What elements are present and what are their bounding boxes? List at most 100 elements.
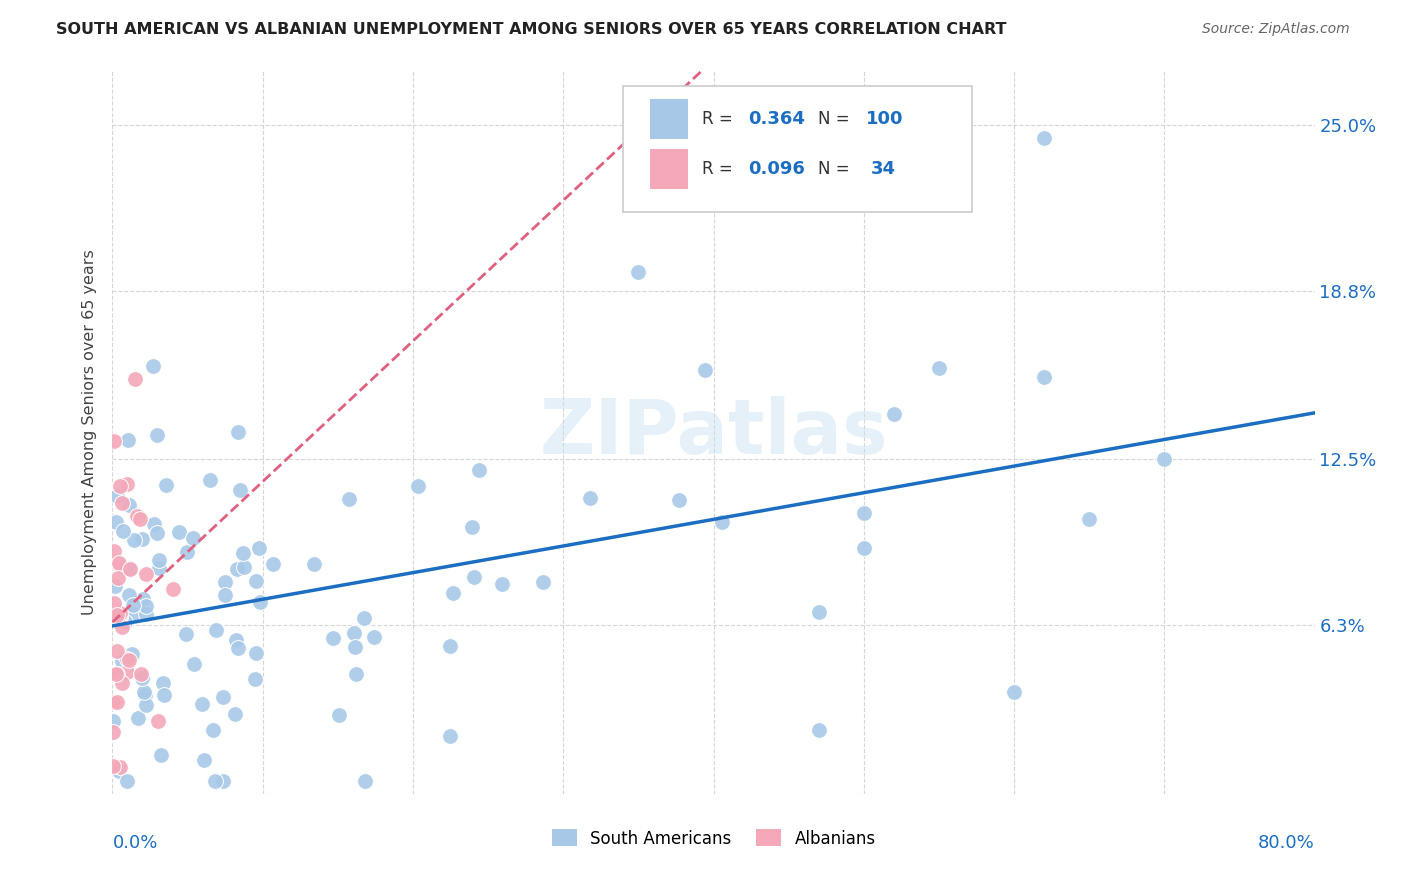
- Point: [105, 515, 128, 529]
- Text: SOUTH AMERICAN VS ALBANIAN UNEMPLOYMENT AMONG SENIORS OVER 65 YEARS CORRELATION : SOUTH AMERICAN VS ALBANIAN UNEMPLOYMENT …: [56, 22, 1007, 37]
- Point: [343, 640, 366, 655]
- Point: [146, 714, 169, 729]
- Point: [108, 609, 131, 624]
- Point: [337, 492, 360, 507]
- Point: [117, 477, 139, 491]
- Point: [115, 773, 138, 788]
- Point: [363, 630, 385, 644]
- Point: [181, 531, 204, 545]
- Point: [193, 753, 215, 767]
- Point: [105, 695, 128, 709]
- Point: [226, 425, 249, 439]
- Point: [204, 623, 226, 637]
- Point: [463, 570, 485, 584]
- Point: [214, 588, 236, 602]
- Point: [103, 543, 125, 558]
- Point: [579, 491, 602, 506]
- Point: [328, 707, 350, 722]
- Y-axis label: Unemployment Among Seniors over 65 years: Unemployment Among Seniors over 65 years: [82, 250, 97, 615]
- Point: [354, 773, 377, 788]
- Point: [107, 571, 129, 585]
- Point: [127, 509, 149, 524]
- Point: [439, 729, 461, 743]
- Point: [304, 558, 326, 572]
- Point: [243, 672, 266, 686]
- Point: [108, 610, 131, 624]
- Text: R =: R =: [702, 110, 738, 128]
- Point: [204, 773, 226, 788]
- Point: [122, 607, 145, 621]
- Point: [135, 599, 157, 613]
- Point: [134, 688, 156, 702]
- Point: [212, 773, 235, 788]
- Text: N =: N =: [818, 161, 855, 178]
- Point: [120, 562, 142, 576]
- Point: [124, 372, 146, 386]
- Point: [1033, 370, 1056, 384]
- Point: [710, 515, 733, 529]
- Point: [441, 586, 464, 600]
- Point: [111, 524, 134, 538]
- Point: [121, 648, 143, 662]
- Point: [101, 714, 124, 728]
- Point: [224, 706, 246, 721]
- Point: [245, 574, 267, 588]
- Point: [122, 598, 145, 612]
- Point: [115, 652, 138, 666]
- Point: [148, 561, 170, 575]
- Point: [146, 525, 169, 540]
- Point: [1002, 685, 1025, 699]
- Point: [107, 558, 129, 572]
- Point: [249, 595, 271, 609]
- Point: [132, 685, 155, 699]
- Point: [108, 479, 131, 493]
- Point: [105, 644, 128, 658]
- Point: [225, 632, 247, 647]
- Point: [226, 641, 249, 656]
- Point: [114, 615, 136, 630]
- Point: [104, 578, 127, 592]
- Point: [108, 557, 131, 571]
- Point: [807, 605, 830, 619]
- Point: [1033, 131, 1056, 145]
- Point: [117, 665, 139, 679]
- Point: [135, 567, 157, 582]
- Text: 34: 34: [872, 161, 896, 178]
- Point: [105, 667, 128, 681]
- Text: Source: ZipAtlas.com: Source: ZipAtlas.com: [1202, 22, 1350, 37]
- Point: [131, 671, 153, 685]
- Point: [103, 725, 125, 739]
- Point: [103, 695, 125, 709]
- Point: [101, 758, 124, 772]
- Point: [129, 667, 152, 681]
- Text: 0.364: 0.364: [748, 110, 806, 128]
- FancyBboxPatch shape: [623, 86, 972, 212]
- Point: [152, 676, 174, 690]
- Point: [174, 627, 197, 641]
- Point: [162, 582, 184, 596]
- Point: [111, 496, 134, 510]
- Bar: [650, 149, 689, 189]
- Point: [439, 639, 461, 653]
- Text: 0.0%: 0.0%: [112, 834, 157, 852]
- Point: [111, 676, 134, 690]
- Point: [167, 524, 190, 539]
- Point: [668, 492, 690, 507]
- Point: [1153, 452, 1175, 467]
- Point: [353, 610, 375, 624]
- Point: [229, 483, 252, 498]
- Point: [344, 666, 367, 681]
- Point: [176, 544, 198, 558]
- Point: [214, 575, 236, 590]
- Point: [108, 764, 131, 779]
- Text: 80.0%: 80.0%: [1258, 834, 1315, 852]
- Text: ZIPatlas: ZIPatlas: [540, 396, 887, 469]
- Point: [262, 557, 284, 571]
- Point: [105, 489, 128, 503]
- Point: [852, 541, 875, 555]
- Point: [104, 667, 127, 681]
- Point: [128, 512, 150, 526]
- Point: [852, 506, 875, 520]
- Point: [245, 646, 267, 660]
- Point: [531, 575, 554, 590]
